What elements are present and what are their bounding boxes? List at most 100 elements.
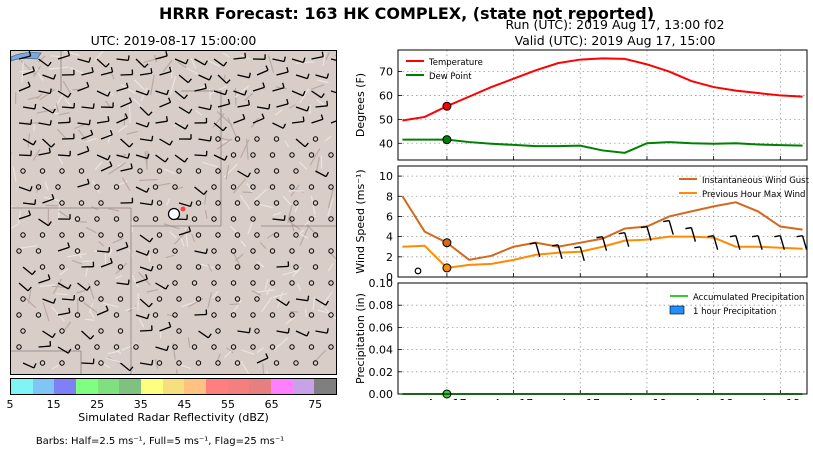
- wind-barb: [57, 121, 71, 124]
- wind-barb: [252, 86, 265, 92]
- wind-barb-flag: [183, 94, 188, 100]
- legend-entry: Dew Point: [429, 72, 472, 82]
- calm-wind-circle: [133, 216, 139, 222]
- calm-wind-circle: [250, 248, 256, 254]
- wind-barb: [315, 105, 328, 108]
- terrain-texture: [202, 161, 218, 168]
- calm-wind-circle: [215, 200, 221, 206]
- wind-barb-flag: [262, 82, 266, 88]
- calm-wind-circle: [254, 200, 260, 206]
- wind-barb: [159, 101, 171, 108]
- wind-barb: [57, 54, 70, 60]
- wind-barb: [237, 74, 250, 79]
- calm-wind-circle: [98, 296, 104, 302]
- wind-barb: [77, 182, 90, 188]
- wind-barb-flag: [148, 302, 153, 308]
- calm-wind-circle: [293, 168, 299, 174]
- calm-wind-circle: [230, 184, 237, 190]
- terrain-map-with-wind-barbs: [11, 51, 336, 374]
- wind-barb: [18, 55, 31, 60]
- y-tick-label: 10: [379, 170, 393, 183]
- wind-barb-flag: [320, 93, 325, 99]
- wind-barb: [311, 118, 324, 124]
- wind-barb: [194, 250, 207, 255]
- wind-barb: [135, 314, 148, 320]
- wind-barb-flag: [150, 68, 153, 74]
- terrain-texture: [19, 69, 39, 73]
- wind-barb-flag: [28, 51, 32, 57]
- wind-barb: [315, 170, 327, 178]
- calm-wind-circle: [234, 232, 241, 238]
- legend: Temperature Dew Point: [406, 58, 483, 82]
- calm-wind-circle: [74, 216, 81, 222]
- wind-barb-flag: [185, 58, 189, 65]
- terrain-texture: [204, 192, 207, 205]
- wind-barb: [139, 266, 152, 272]
- wind-barb: [174, 122, 186, 130]
- wind-barb: [22, 362, 35, 369]
- terrain-texture: [115, 262, 127, 275]
- terrain-texture: [241, 349, 255, 355]
- wind-barb-flag: [148, 111, 153, 116]
- terrain-texture: [53, 93, 64, 110]
- terrain-texture: [305, 223, 320, 238]
- calm-wind-circle: [176, 168, 182, 174]
- calm-wind-circle: [20, 232, 26, 238]
- wind-barb-flag: [88, 57, 92, 63]
- wind-barb-flag: [326, 73, 330, 79]
- wind-barb: [81, 106, 94, 110]
- wind-barb: [155, 154, 166, 163]
- calm-wind-circle: [293, 232, 299, 238]
- wind-barb: [61, 106, 75, 109]
- calm-wind-circle: [289, 184, 295, 190]
- terrain-texture: [216, 353, 221, 362]
- calm-wind-circle: [98, 360, 104, 366]
- calm-wind-circle: [308, 248, 315, 254]
- calm-wind-circle: [156, 296, 163, 302]
- calm-wind-circle: [293, 360, 299, 366]
- y-tick-label: 0.02: [369, 366, 394, 379]
- colorbar-segment: [314, 379, 337, 394]
- wind-barb: [155, 120, 168, 124]
- terrain-texture: [122, 177, 131, 191]
- x-tick-label: Aug-17: [494, 397, 533, 400]
- wind-barb: [77, 122, 90, 126]
- colorbar-segment: [119, 379, 142, 394]
- calm-wind-circle: [59, 168, 65, 174]
- wind-barb: [77, 86, 89, 92]
- wind-barb-flag: [146, 153, 150, 159]
- wind-barb: [624, 232, 630, 247]
- wind-barb-flag: [51, 194, 55, 200]
- wind-barb-flag: [127, 55, 130, 61]
- terrain-texture: [138, 271, 151, 286]
- terrain-texture: [108, 249, 113, 257]
- terrain-texture: [187, 337, 191, 348]
- terrain-texture: [64, 98, 72, 106]
- calm-wind-circle: [195, 296, 202, 302]
- wind-barb: [295, 74, 308, 80]
- terrain-texture: [324, 135, 332, 142]
- terrain-texture: [36, 108, 55, 114]
- calm-wind-circle: [211, 280, 217, 286]
- calm-wind-circle: [152, 216, 159, 222]
- terrain-texture: [108, 162, 126, 175]
- calm-wind-circle: [215, 264, 221, 270]
- terrain-texture: [56, 128, 68, 140]
- wind-barb: [276, 298, 287, 307]
- terrain-texture: [272, 292, 288, 298]
- wind-barb: [135, 278, 148, 284]
- wind-barb: [81, 133, 93, 140]
- calm-wind-circle: [230, 312, 237, 318]
- legend-swatch: [669, 305, 685, 315]
- terrain-texture: [128, 248, 133, 257]
- wind-barb: [42, 330, 53, 339]
- wind-barb: [42, 106, 54, 114]
- terrain-texture: [110, 71, 115, 80]
- wind-barb: [198, 138, 211, 142]
- wind-barb: [116, 117, 128, 124]
- calm-wind-circle: [117, 328, 124, 334]
- calm-wind-circle: [273, 360, 280, 366]
- calm-wind-circle: [211, 312, 217, 318]
- wind-barb-flag: [307, 295, 310, 301]
- terrain-texture: [154, 359, 159, 369]
